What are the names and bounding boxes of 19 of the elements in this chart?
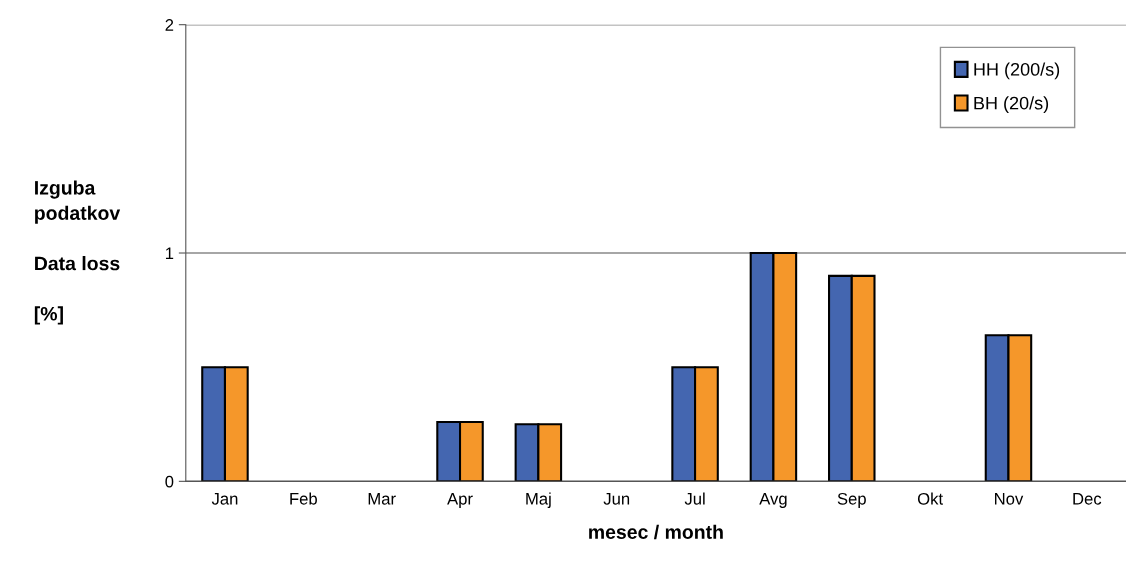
legend-label: BH (20/s) bbox=[974, 96, 1049, 114]
x-tick-label: Jun bbox=[603, 493, 630, 505]
text: Izguba podatkov Data loss [%] bbox=[34, 180, 121, 325]
x-tick-label: Okt bbox=[917, 492, 943, 505]
x-tick-label: Feb bbox=[290, 492, 317, 505]
x-tick-label: Apr bbox=[447, 493, 473, 508]
y-tick-label: 1 bbox=[165, 247, 174, 260]
x-tick-label: Dec bbox=[1073, 493, 1102, 505]
x-tick-label: Maj bbox=[526, 492, 551, 508]
y-tick-label: 0 bbox=[165, 475, 174, 488]
y-tick-label: 2 bbox=[165, 19, 174, 31]
legend-label: HH (200/s) bbox=[974, 62, 1060, 80]
x-tick-label: Jan bbox=[211, 493, 238, 505]
x-tick-label: Jul bbox=[684, 492, 705, 505]
x-tick-label: Sep bbox=[837, 492, 866, 508]
x-tick-label: Nov bbox=[995, 493, 1024, 505]
x-tick-label: Avg bbox=[759, 493, 787, 508]
x-axis-title: mesec / month bbox=[589, 524, 723, 540]
x-tick-label: Mar bbox=[368, 493, 396, 505]
